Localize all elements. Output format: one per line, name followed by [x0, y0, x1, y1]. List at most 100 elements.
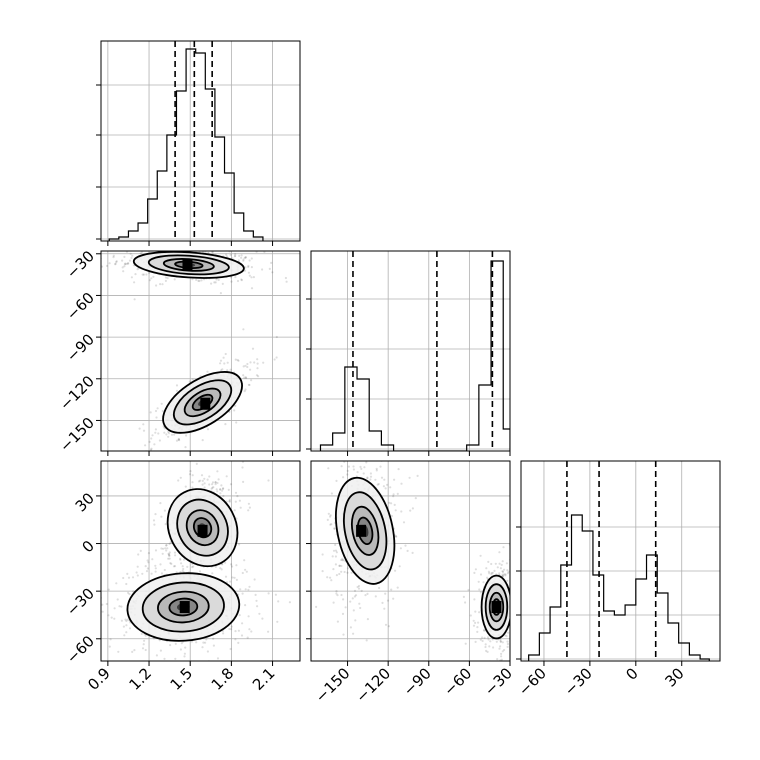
- sample-point: [409, 509, 412, 512]
- sample-point: [122, 576, 125, 580]
- sample-point: [219, 244, 221, 246]
- sample-point: [136, 268, 139, 271]
- sample-point: [347, 465, 350, 468]
- sample-point: [159, 563, 162, 566]
- sample-point: [369, 475, 373, 478]
- sample-point: [342, 476, 345, 479]
- sample-point: [220, 369, 223, 372]
- sample-point: [144, 634, 147, 637]
- sample-point: [213, 281, 216, 284]
- sample-point: [107, 614, 110, 617]
- sample-point: [498, 647, 501, 650]
- sample-point: [473, 598, 476, 601]
- sample-point: [238, 614, 241, 617]
- sample-point: [256, 362, 259, 365]
- sample-point: [512, 627, 514, 629]
- sample-point: [411, 507, 414, 510]
- sample-point: [400, 482, 403, 485]
- x-tick-label: −60: [440, 664, 475, 699]
- sample-point: [353, 589, 357, 592]
- sample-point: [201, 439, 204, 442]
- sample-point: [139, 252, 142, 255]
- sample-point: [518, 618, 520, 620]
- sample-point: [476, 626, 479, 629]
- sample-point: [244, 256, 247, 259]
- sample-point: [153, 523, 156, 526]
- sample-point: [490, 573, 493, 576]
- sample-point: [145, 570, 149, 573]
- sample-point: [217, 478, 220, 481]
- sample-point: [195, 462, 198, 465]
- sample-point: [201, 479, 204, 482]
- sample-point: [394, 535, 398, 538]
- sample-point: [236, 495, 239, 498]
- sample-point: [224, 352, 227, 356]
- sample-point: [122, 625, 125, 628]
- sample-point: [399, 547, 402, 550]
- sample-point: [120, 605, 123, 608]
- sample-point: [503, 573, 506, 576]
- sample-point: [239, 247, 241, 249]
- sample-point: [483, 629, 486, 632]
- sample-point: [125, 624, 128, 627]
- sample-point: [329, 515, 332, 518]
- sample-point: [267, 592, 270, 595]
- sample-point: [152, 519, 156, 522]
- sample-point: [101, 610, 104, 613]
- sample-point: [158, 458, 160, 460]
- sample-point: [285, 280, 288, 283]
- sample-point: [142, 423, 145, 426]
- sample-point: [229, 580, 232, 583]
- sample-point: [484, 645, 487, 649]
- sample-point: [359, 606, 362, 610]
- sample-point: [112, 254, 115, 257]
- axes-frame: [100, 460, 301, 662]
- sample-point: [352, 632, 355, 635]
- density-peak: [200, 397, 211, 410]
- sample-point: [240, 256, 243, 259]
- sample-point: [382, 485, 385, 488]
- sample-point: [335, 479, 338, 482]
- sample-point: [212, 486, 215, 489]
- sample-point: [479, 554, 482, 557]
- sample-point: [346, 567, 349, 570]
- sample-point: [197, 480, 201, 483]
- sample-point: [204, 663, 206, 665]
- sample-point: [343, 570, 346, 574]
- sample-point: [105, 264, 109, 267]
- sample-point: [246, 636, 249, 639]
- density-peak: [182, 258, 193, 271]
- sample-point: [332, 568, 335, 571]
- sample-point: [366, 476, 369, 479]
- sample-point: [383, 607, 386, 610]
- sample-point: [335, 574, 338, 577]
- sample-point: [330, 523, 333, 526]
- sample-point: [392, 597, 395, 600]
- sample-point: [369, 478, 372, 481]
- sample-point: [208, 475, 211, 478]
- sample-point: [183, 655, 186, 658]
- sample-point: [414, 497, 417, 500]
- sample-point: [177, 479, 180, 482]
- sample-point: [374, 478, 377, 481]
- sample-point: [248, 274, 251, 277]
- sample-point: [101, 603, 104, 606]
- sample-point: [163, 657, 166, 660]
- sample-point: [173, 565, 177, 568]
- sample-point: [127, 576, 131, 579]
- sample-point: [333, 527, 336, 530]
- sample-point: [46, 250, 48, 252]
- sample-point: [224, 575, 228, 578]
- sample-point: [478, 588, 481, 591]
- sample-point: [138, 427, 141, 430]
- sample-point: [71, 619, 73, 621]
- contour-line: [141, 581, 225, 633]
- sample-point: [346, 469, 349, 472]
- sample-point: [366, 477, 369, 480]
- sample-point: [227, 488, 230, 491]
- sample-point: [147, 561, 150, 564]
- sample-point: [163, 509, 166, 512]
- sample-point: [174, 554, 177, 557]
- sample-point: [203, 482, 206, 485]
- sample-point: [338, 564, 341, 567]
